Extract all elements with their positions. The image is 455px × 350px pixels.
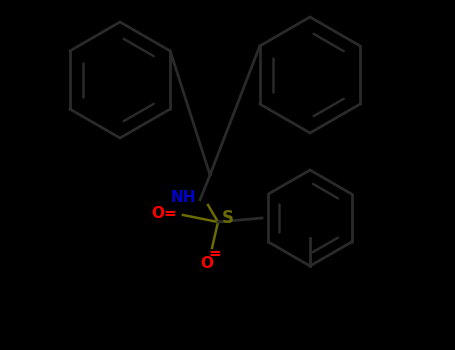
Text: O: O — [152, 205, 165, 220]
Text: O: O — [201, 257, 213, 272]
Text: =: = — [164, 205, 177, 220]
Text: NH: NH — [170, 189, 196, 204]
Text: S: S — [222, 209, 234, 227]
Text: =: = — [209, 246, 222, 261]
